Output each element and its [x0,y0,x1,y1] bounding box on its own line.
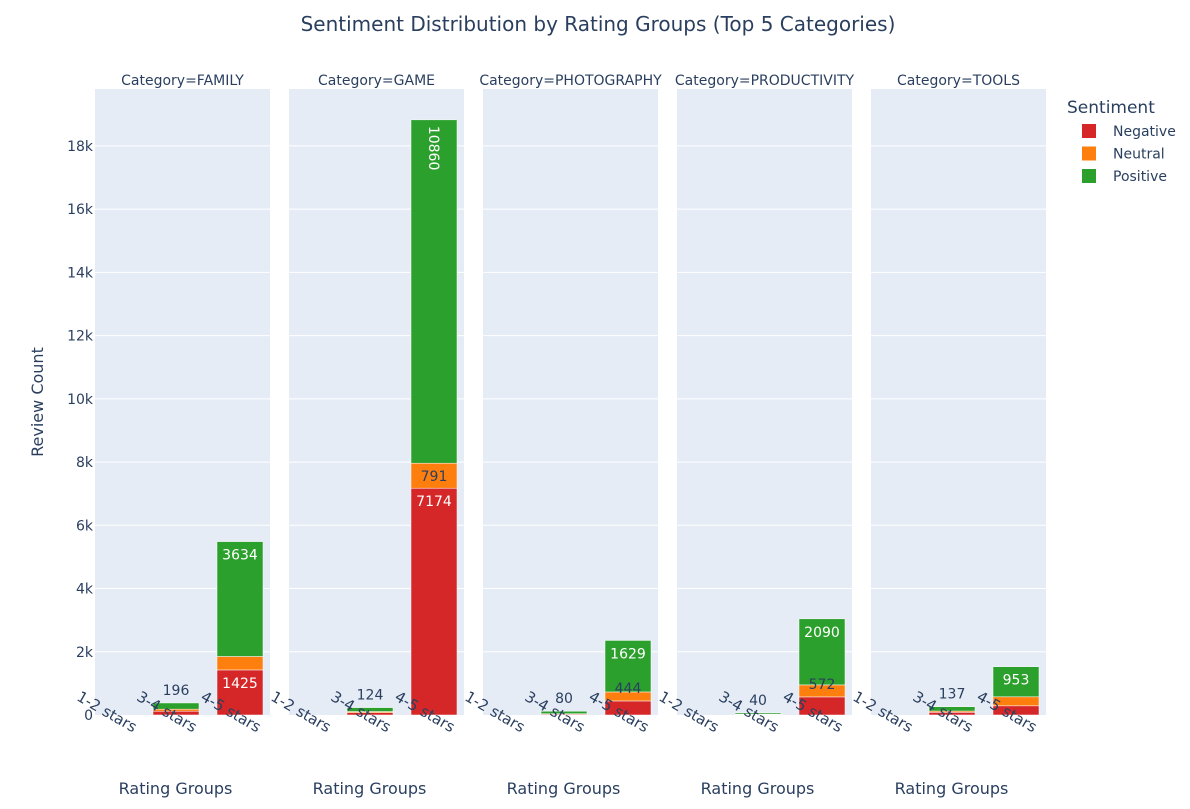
y-axis-label: Review Count [28,347,47,457]
x-axis-label: Rating Groups [119,779,233,798]
panel-background [677,89,852,715]
data-label: 80 [555,691,573,707]
bar-positive [992,666,1040,698]
y-tick-label: 4k [76,582,94,598]
facet-label: Category=TOOLS [897,73,1020,89]
data-label: 7174 [416,494,452,510]
bar-positive [734,712,782,715]
x-axis-label: Rating Groups [701,779,815,798]
data-label: 1629 [610,646,646,662]
bar-neutral [216,656,264,671]
bar-positive [152,702,200,710]
facet-label: Category=GAME [318,73,435,89]
facet-panels: 0 2k 4k 6k 8k 10k 12k 14k 16k 18k Category=FAMILY 1… [67,73,1046,798]
legend[interactable]: Sentiment Negative Neutral Positive [1067,98,1176,185]
bar-positive [216,541,264,657]
data-label: 444 [615,681,642,697]
bar-positive [928,706,976,712]
bar-positive [346,707,394,712]
legend-label: Neutral [1113,147,1165,163]
data-label: 3634 [222,548,258,564]
legend-swatch [1082,146,1096,161]
y-tick-label: 0 [84,708,93,724]
data-label: 953 [1003,673,1030,689]
y-tick-label: 6k [76,518,94,534]
legend-swatch [1082,124,1096,138]
chart-title: Sentiment Distribution by Rating Groups … [301,12,896,36]
data-label: 791 [421,469,448,485]
y-tick-label: 18k [67,139,94,155]
x-axis-label: Rating Groups [313,779,427,798]
data-label: 40 [749,693,767,709]
legend-title: Sentiment [1067,98,1155,118]
facet-label: Category=PRODUCTIVITY [675,73,855,89]
y-tick-label: 10k [67,392,94,408]
legend-item-neutral[interactable]: Neutral [1082,146,1165,163]
data-label: 124 [357,688,384,704]
legend-swatch [1082,169,1096,183]
bar-positive [604,640,652,693]
facet-label: Category=FAMILY [121,73,244,89]
y-tick-label: 8k [76,455,94,471]
y-tick-label: 12k [67,329,94,345]
data-label: 572 [809,677,836,693]
y-tick-label: 14k [67,265,94,281]
x-axis-label: Rating Groups [895,779,1009,798]
data-label: 10860 [425,126,441,171]
data-label: 196 [163,683,190,699]
legend-item-negative[interactable]: Negative [1082,124,1176,140]
bar-positive [540,710,588,714]
legend-label: Positive [1113,169,1167,185]
data-label: 2090 [804,625,840,641]
panel-background [483,89,658,715]
y-tick-label: 2k [76,645,94,661]
bar-negative [410,487,458,716]
x-axis-label: Rating Groups [507,779,621,798]
legend-item-positive[interactable]: Positive [1082,169,1167,185]
bar-negative [216,669,264,716]
bar-neutral [410,462,458,489]
bar-positive [798,618,846,686]
bar-positive [410,119,458,464]
data-label: 137 [939,687,966,703]
y-tick-label: 16k [67,202,94,218]
data-label: 1425 [222,676,258,692]
panel-background [871,89,1046,715]
legend-label: Negative [1113,124,1176,140]
facet-label: Category=PHOTOGRAPHY [479,73,662,89]
